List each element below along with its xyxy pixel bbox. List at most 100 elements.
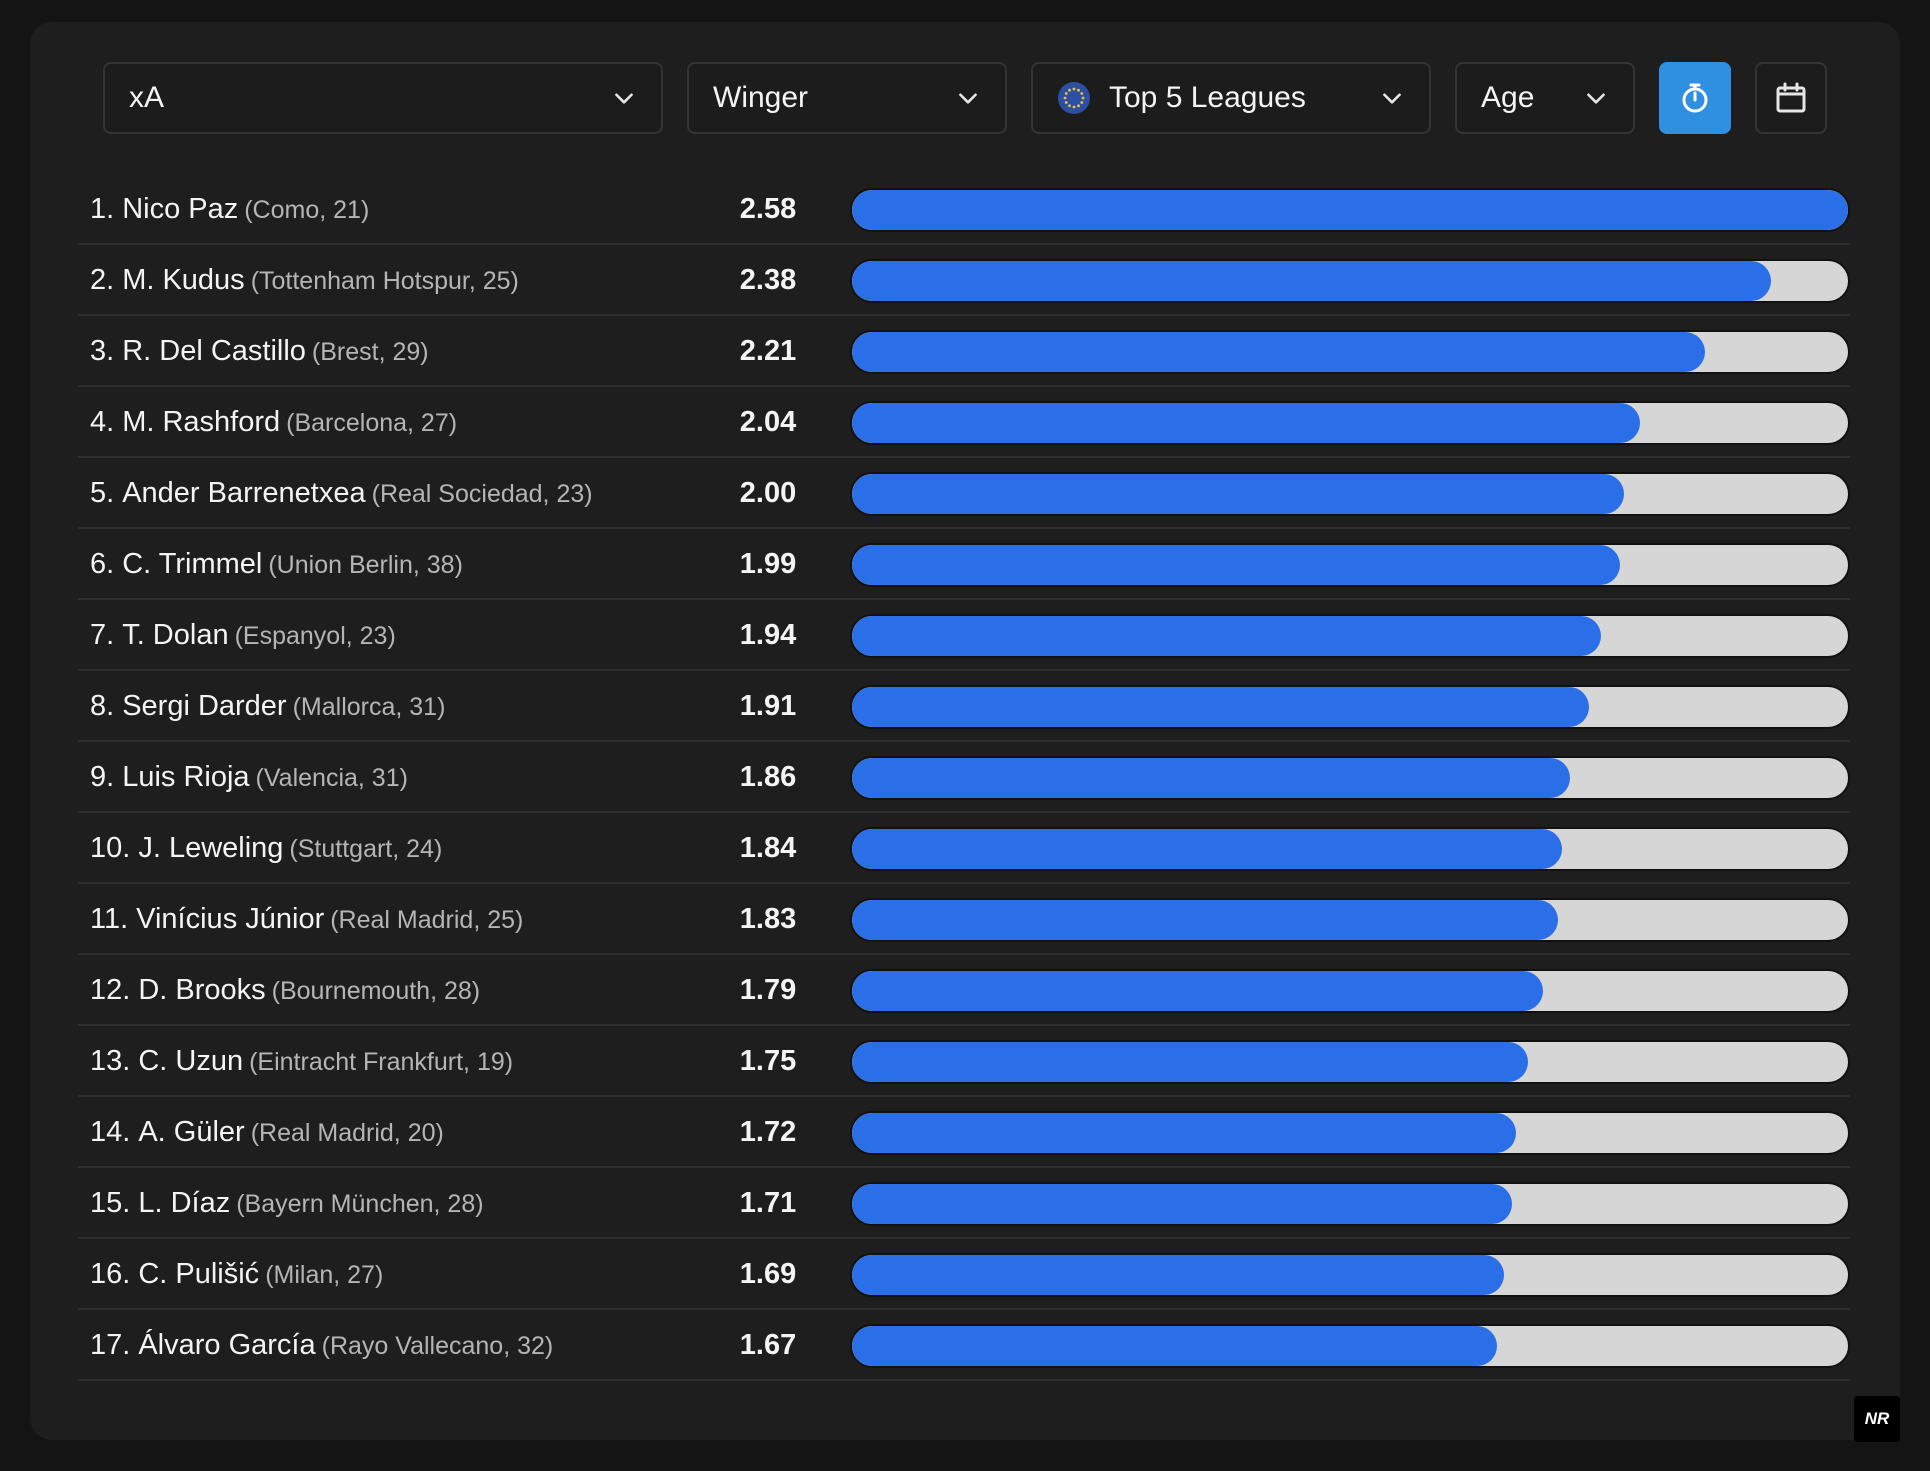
table-row[interactable]: 1. Nico Paz (Como, 21) 2.58 xyxy=(78,174,1850,245)
player-club-age: (Espanyol, 23) xyxy=(234,622,396,650)
bar-track xyxy=(850,685,1850,729)
table-row[interactable]: 13. C. Uzun (Eintracht Frankfurt, 19) 1.75 xyxy=(78,1026,1850,1097)
player-rank: 4. xyxy=(90,406,115,438)
player-name: 5. Ander Barrenetxea (Real Sociedad, 23) xyxy=(90,458,593,529)
player-rank: 14. xyxy=(90,1116,131,1148)
player-name: 13. C. Uzun (Eintracht Frankfurt, 19) xyxy=(90,1026,513,1097)
player-name: 4. M. Rashford (Barcelona, 27) xyxy=(90,387,457,458)
player-rank: 8. xyxy=(90,690,115,722)
bar-fill xyxy=(852,474,1625,514)
table-row[interactable]: 12. D. Brooks (Bournemouth, 28) 1.79 xyxy=(78,955,1850,1026)
table-row[interactable]: 14. A. Güler (Real Madrid, 20) 1.72 xyxy=(78,1097,1850,1168)
player-name: 9. Luis Rioja (Valencia, 31) xyxy=(90,742,408,813)
bar-track xyxy=(850,898,1850,942)
chevron-down-icon xyxy=(1383,93,1401,104)
stat-value: 2.38 xyxy=(739,264,797,296)
bar-fill xyxy=(852,190,1848,230)
player-name: 1. Nico Paz (Como, 21) xyxy=(90,174,369,245)
player-name-text: C. Pulišić xyxy=(138,1258,260,1290)
per90-toggle-button[interactable] xyxy=(1659,62,1731,134)
player-club-age: (Real Madrid, 25) xyxy=(330,906,524,934)
league-select-label: Top 5 Leagues xyxy=(1109,81,1306,114)
sort-select[interactable]: Age xyxy=(1455,62,1635,134)
table-row[interactable]: 5. Ander Barrenetxea (Real Sociedad, 23) 2.… xyxy=(78,458,1850,529)
stat-value: 1.69 xyxy=(739,1258,797,1290)
player-rank: 1. xyxy=(90,193,115,225)
stat-value: 1.83 xyxy=(739,903,797,935)
bar-fill xyxy=(852,403,1640,443)
player-name-text: T. Dolan xyxy=(122,619,229,651)
metric-select[interactable]: xA xyxy=(103,62,663,134)
player-club-age: (Bournemouth, 28) xyxy=(271,977,481,1005)
bar-track xyxy=(850,969,1850,1013)
player-club-age: (Tottenham Hotspur, 25) xyxy=(250,267,519,295)
bar-fill xyxy=(852,1042,1528,1082)
player-club-age: (Rayo Vallecano, 32) xyxy=(321,1332,554,1360)
player-name-text: R. Del Castillo xyxy=(122,335,306,367)
metric-select-label: xA xyxy=(129,81,165,114)
table-row[interactable]: 10. J. Leweling (Stuttgart, 24) 1.84 xyxy=(78,813,1850,884)
table-row[interactable]: 16. C. Pulišić (Milan, 27) 1.69 xyxy=(78,1239,1850,1310)
player-club-age: (Bayern München, 28) xyxy=(236,1190,484,1218)
bar-track xyxy=(850,1182,1850,1226)
player-name: 11. Vinícius Júnior (Real Madrid, 25) xyxy=(90,884,523,955)
player-name: 3. R. Del Castillo (Brest, 29) xyxy=(90,316,429,387)
bar-fill xyxy=(852,1255,1505,1295)
bar-fill xyxy=(852,971,1544,1011)
table-row[interactable]: 3. R. Del Castillo (Brest, 29) 2.21 xyxy=(78,316,1850,387)
position-select-label: Winger xyxy=(713,81,809,114)
stat-value: 1.94 xyxy=(739,619,797,651)
league-select[interactable]: Top 5 Leagues xyxy=(1031,62,1431,134)
table-row[interactable]: 7. T. Dolan (Espanyol, 23) 1.94 xyxy=(78,600,1850,671)
bar-track xyxy=(850,259,1850,303)
player-name-text: Luis Rioja xyxy=(122,761,250,793)
table-row[interactable]: 8. Sergi Darder (Mallorca, 31) 1.91 xyxy=(78,671,1850,742)
table-row[interactable]: 4. M. Rashford (Barcelona, 27) 2.04 xyxy=(78,387,1850,458)
table-row[interactable]: 2. M. Kudus (Tottenham Hotspur, 25) 2.38 xyxy=(78,245,1850,316)
table-row[interactable]: 15. L. Díaz (Bayern München, 28) 1.71 xyxy=(78,1168,1850,1239)
player-rank: 13. xyxy=(90,1045,131,1077)
player-rank: 15. xyxy=(90,1187,131,1219)
player-name-text: L. Díaz xyxy=(138,1187,231,1219)
player-rank: 17. xyxy=(90,1329,131,1361)
player-name: 14. A. Güler (Real Madrid, 20) xyxy=(90,1097,444,1168)
player-club-age: (Real Madrid, 20) xyxy=(250,1119,444,1147)
player-name-text: A. Güler xyxy=(138,1116,245,1148)
season-calendar-button[interactable] xyxy=(1755,62,1827,134)
stat-value: 1.86 xyxy=(739,761,797,793)
bar-track xyxy=(850,1111,1850,1155)
bar-fill xyxy=(852,758,1571,798)
player-name: 15. L. Díaz (Bayern München, 28) xyxy=(90,1168,484,1239)
player-name: 8. Sergi Darder (Mallorca, 31) xyxy=(90,671,445,742)
stat-value: 2.58 xyxy=(739,193,797,225)
bar-fill xyxy=(852,261,1771,301)
player-rank: 7. xyxy=(90,619,115,651)
player-name-text: M. Kudus xyxy=(122,264,245,296)
player-rank: 5. xyxy=(90,477,115,509)
player-club-age: (Milan, 27) xyxy=(265,1261,384,1289)
player-name-text: J. Leweling xyxy=(138,832,284,864)
player-rank: 3. xyxy=(90,335,115,367)
leaderboard-panel: xA Winger Top 5 Leagues Age xyxy=(30,22,1900,1440)
table-row[interactable]: 11. Vinícius Júnior (Real Madrid, 25) 1.83 xyxy=(78,884,1850,955)
player-rank: 11. xyxy=(90,903,129,935)
bar-track xyxy=(850,1253,1850,1297)
bar-fill xyxy=(852,1326,1497,1366)
position-select[interactable]: Winger xyxy=(687,62,1007,134)
stat-value: 1.84 xyxy=(739,832,797,864)
bar-fill xyxy=(852,687,1590,727)
table-row[interactable]: 6. C. Trimmel (Union Berlin, 38) 1.99 xyxy=(78,529,1850,600)
player-rank: 6. xyxy=(90,548,115,580)
bar-track xyxy=(850,330,1850,374)
player-name-text: D. Brooks xyxy=(138,974,266,1006)
player-name: 10. J. Leweling (Stuttgart, 24) xyxy=(90,813,442,884)
player-rank: 12. xyxy=(90,974,131,1006)
table-row[interactable]: 9. Luis Rioja (Valencia, 31) 1.86 xyxy=(78,742,1850,813)
player-name-text: C. Uzun xyxy=(138,1045,244,1077)
table-row[interactable]: 17. Álvaro García (Rayo Vallecano, 32) 1.67 xyxy=(78,1310,1850,1381)
stat-value: 1.99 xyxy=(739,548,797,580)
bar-track xyxy=(850,1040,1850,1084)
chevron-down-icon xyxy=(1587,93,1605,104)
nr-logo-text: NR xyxy=(1864,1409,1890,1428)
player-club-age: (Valencia, 31) xyxy=(255,764,408,792)
